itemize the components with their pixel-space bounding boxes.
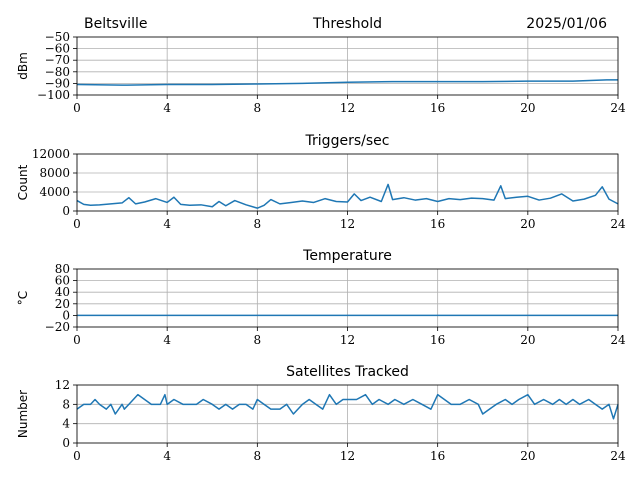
station-name: Beltsville — [84, 16, 147, 32]
x-tick-label: 16 — [430, 217, 445, 231]
y-tick-label: −100 — [37, 88, 70, 102]
x-tick-label: 8 — [254, 217, 262, 231]
x-tick-label: 8 — [254, 101, 262, 115]
satellites-series-line — [76, 393, 619, 420]
x-tick-label: 16 — [430, 101, 445, 115]
x-tick-label: 0 — [73, 101, 81, 115]
x-tick-label: 12 — [340, 101, 355, 115]
y-tick-label: 0 — [62, 436, 70, 450]
x-tick-label: 8 — [254, 333, 262, 347]
x-tick-label: 4 — [163, 333, 171, 347]
threshold-series-line — [76, 79, 618, 86]
y-tick-label: 4 — [62, 417, 70, 431]
y-tick-label: −60 — [45, 42, 70, 56]
y-axis-label: dBm — [16, 52, 30, 80]
panel-title: Triggers/sec — [305, 133, 390, 149]
x-tick-label: 12 — [340, 217, 355, 231]
y-axis-label: Count — [16, 164, 30, 200]
y-tick-label: −90 — [45, 76, 70, 90]
y-tick-label: 20 — [55, 297, 70, 311]
y-tick-label: −80 — [45, 65, 70, 79]
x-tick-label: 12 — [340, 449, 355, 463]
x-tick-label: 24 — [610, 101, 626, 115]
y-tick-label: −50 — [45, 30, 70, 44]
y-tick-label: 80 — [55, 262, 70, 276]
x-tick-label: 16 — [430, 449, 445, 463]
x-tick-label: 8 — [254, 449, 262, 463]
x-tick-label: 24 — [610, 217, 626, 231]
triggers-series-line — [76, 183, 619, 209]
x-tick-label: 4 — [163, 101, 171, 115]
panel-threshold: 0 4 8 12 16 20 24 −100−90−80−70−60−50 Threshold d… — [16, 16, 626, 115]
x-tick-label: 4 — [163, 217, 171, 231]
y-tick-label: −20 — [45, 320, 70, 334]
x-tick-label: 20 — [520, 217, 535, 231]
y-tick-label: −70 — [45, 53, 70, 67]
x-tick-label: 12 — [340, 333, 355, 347]
y-tick-label: 0 — [62, 308, 70, 322]
x-tick-label: 24 — [610, 449, 626, 463]
panel-satellites: 0 4 8 12 16 20 24 0 4 8 12 Satellites Tracked Number — [16, 364, 626, 463]
panel-title: Threshold — [312, 16, 382, 32]
panel-title: Satellites Tracked — [286, 364, 409, 380]
y-axis-label: °C — [16, 291, 30, 305]
y-tick-label: 40 — [55, 285, 70, 299]
panel-triggers: 0 4 8 12 16 20 24 0 4000 8000 12000 Triggers/sec Cou… — [16, 133, 626, 231]
panel-title: Temperature — [302, 248, 392, 264]
y-axis-label: Number — [16, 390, 30, 438]
x-tick-label: 0 — [73, 333, 81, 347]
y-tick-label: 0 — [62, 204, 70, 218]
x-tick-label: 24 — [610, 333, 626, 347]
chart-panels: 0 4 8 12 16 20 24 −100−90−80−70−60−50 Threshold d… — [16, 16, 626, 463]
x-tick-label: 0 — [73, 449, 81, 463]
y-tick-label: 60 — [55, 274, 70, 288]
x-tick-label: 16 — [430, 333, 445, 347]
y-tick-label: 12 — [55, 378, 70, 392]
report-date: 2025/01/06 — [526, 16, 607, 32]
x-tick-label: 20 — [520, 101, 535, 115]
x-tick-label: 20 — [520, 449, 535, 463]
y-tick-label: 8000 — [39, 166, 70, 180]
y-tick-label: 4000 — [39, 185, 70, 199]
x-tick-label: 20 — [520, 333, 535, 347]
y-tick-label: 12000 — [32, 147, 70, 161]
x-tick-label: 0 — [73, 217, 81, 231]
y-tick-label: 8 — [62, 397, 70, 411]
x-tick-label: 4 — [163, 449, 171, 463]
